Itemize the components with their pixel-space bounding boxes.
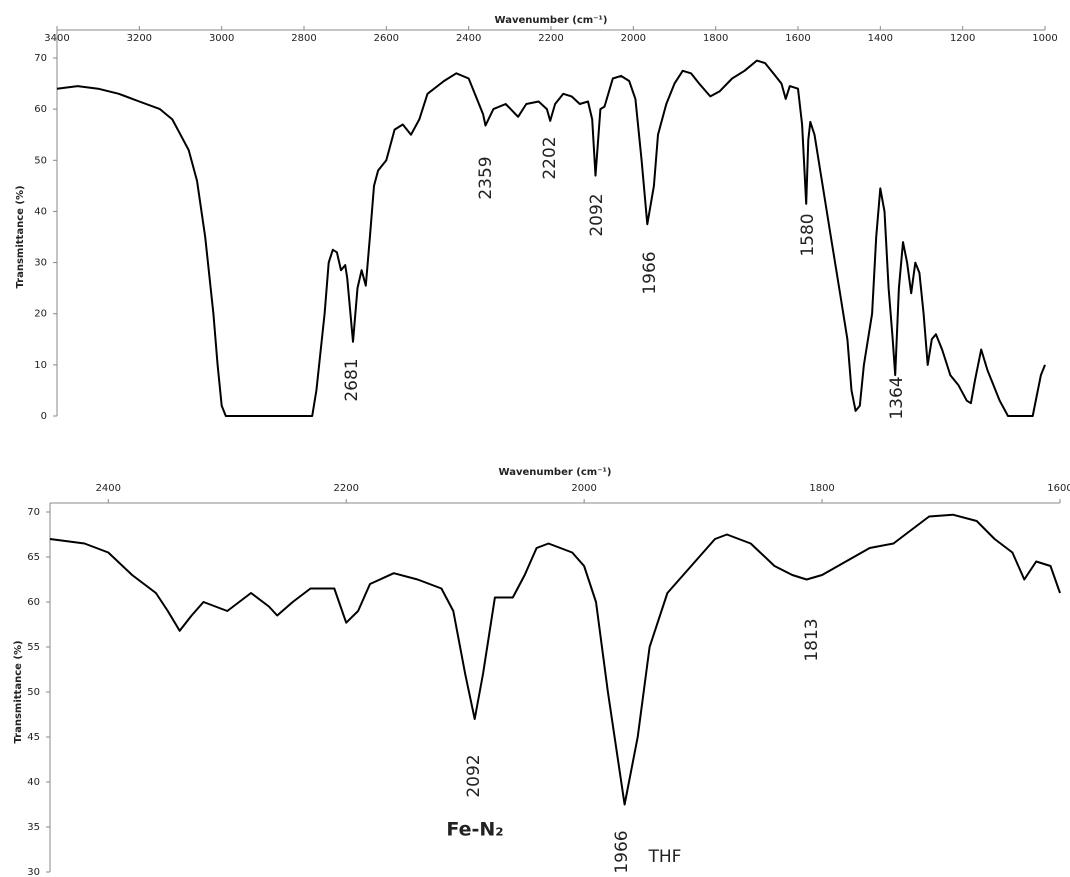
annotation: 2092 xyxy=(464,754,484,797)
annotation: THF xyxy=(648,847,682,867)
y-tick-label: 60 xyxy=(27,597,40,608)
annotation: 1580 xyxy=(798,213,818,256)
annotation: 1966 xyxy=(640,251,660,294)
x-tick-label: 1000 xyxy=(1032,33,1057,44)
x-tick-label: 1800 xyxy=(703,33,728,44)
x-tick-label: 3000 xyxy=(209,33,234,44)
x-tick-label: 2000 xyxy=(571,483,596,494)
y-tick-label: 30 xyxy=(34,258,47,269)
y-tick-label: 45 xyxy=(27,732,40,743)
x-tick-label: 1800 xyxy=(809,483,834,494)
y-tick-label: 70 xyxy=(27,507,40,518)
x-tick-label: 1200 xyxy=(950,33,975,44)
x-axis-title: Wavenumber (cm⁻¹) xyxy=(499,467,612,478)
annotation: 1813 xyxy=(802,618,822,661)
x-tick-label: 2600 xyxy=(374,33,399,44)
y-tick-label: 50 xyxy=(34,155,47,166)
y-tick-label: 55 xyxy=(27,642,40,653)
y-tick-label: 70 xyxy=(34,53,47,64)
x-tick-label: 2400 xyxy=(96,483,121,494)
x-tick-label: 2000 xyxy=(621,33,646,44)
y-tick-label: 40 xyxy=(27,777,40,788)
x-tick-label: 1400 xyxy=(868,33,893,44)
x-tick-label: 2800 xyxy=(291,33,316,44)
y-tick-label: 10 xyxy=(34,360,47,371)
annotation: 2681 xyxy=(342,358,362,401)
y-tick-label: 20 xyxy=(34,309,47,320)
annotation: 1966 xyxy=(612,830,632,873)
annotation: 2092 xyxy=(587,193,607,236)
y-tick-label: 65 xyxy=(27,552,40,563)
x-tick-label: 3200 xyxy=(127,33,152,44)
annotation: 2202 xyxy=(540,136,560,179)
y-tick-label: 30 xyxy=(27,867,40,877)
annotation: 1364 xyxy=(887,376,907,419)
x-tick-label: 1600 xyxy=(1047,483,1070,494)
x-tick-label: 1600 xyxy=(785,33,810,44)
y-tick-label: 50 xyxy=(27,687,40,698)
y-tick-label: 0 xyxy=(41,411,47,422)
x-tick-label: 2400 xyxy=(456,33,481,44)
annotation: 2359 xyxy=(476,156,496,199)
x-tick-label: 2200 xyxy=(333,483,358,494)
spectrum-line xyxy=(56,59,1046,417)
y-tick-label: 35 xyxy=(27,822,40,833)
y-tick-label: 60 xyxy=(34,104,47,115)
x-tick-label: 3400 xyxy=(44,33,69,44)
spectrum-line xyxy=(49,513,1061,806)
y-axis-title: Transmittance (%) xyxy=(13,640,24,743)
y-axis-title: Transmittance (%) xyxy=(15,185,26,288)
annotation: Fe-N₂ xyxy=(446,819,503,841)
x-axis-title: Wavenumber (cm⁻¹) xyxy=(495,15,608,26)
x-tick-label: 2200 xyxy=(538,33,563,44)
y-tick-label: 40 xyxy=(34,206,47,217)
